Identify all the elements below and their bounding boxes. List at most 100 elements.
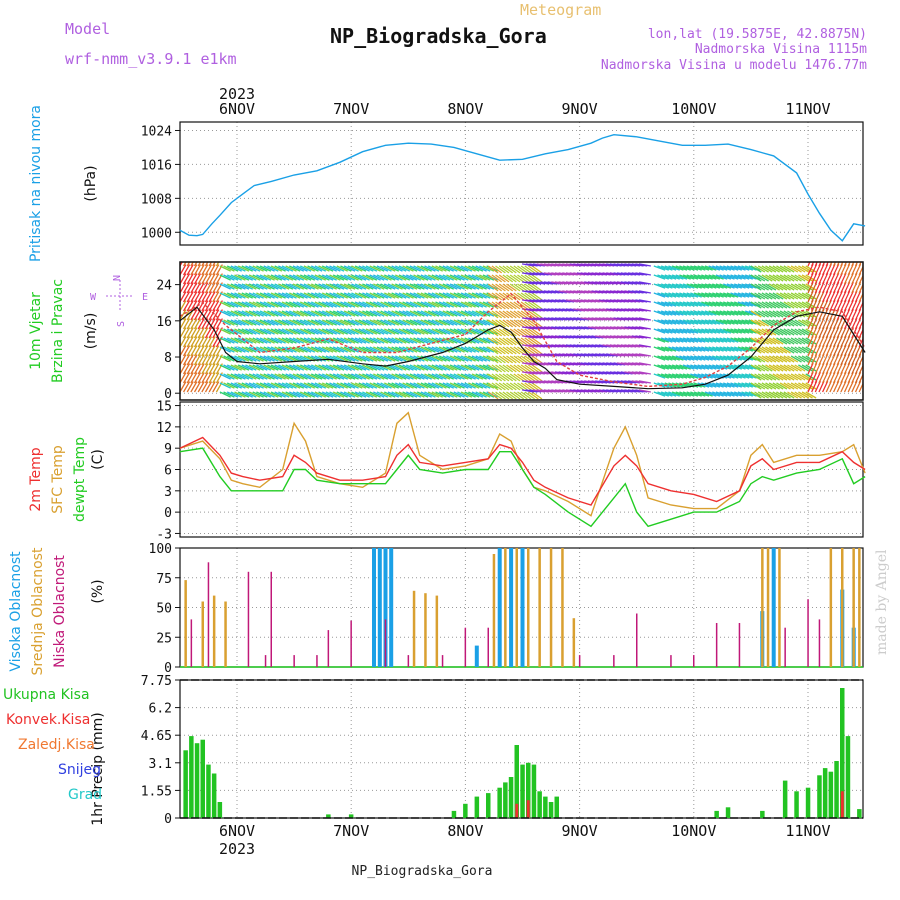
wind-barb [719,292,732,298]
wind-barb [787,337,799,345]
wind-barb [741,391,754,397]
wind-barb [230,274,242,281]
wind-barb [278,355,290,362]
total-precip-bar [474,796,480,818]
wind-barb [318,301,330,308]
wind-barb [487,337,499,346]
wind-barb [442,328,454,335]
wind-barb [498,373,510,382]
wind-barb [303,274,316,281]
wind-barb [307,346,319,353]
wind-barb [384,319,396,326]
wind-barb [226,310,239,317]
wind-barb [719,355,732,361]
wind-barb [690,364,702,370]
wind-barb [351,328,363,335]
wind-barb [704,265,717,271]
wind-barb [446,265,458,272]
wind-barb [321,265,334,272]
wind-barb [289,319,301,326]
wind-barb [263,301,275,308]
wind-barb [208,336,216,348]
wind-barb [825,262,829,267]
wind-barb [362,274,374,281]
wind-barb [675,283,688,289]
wind-barb [391,328,403,335]
wind-barb [741,373,754,379]
wind-barb [190,381,198,393]
wind-barb [509,391,521,400]
wind-barb [278,283,290,290]
wind-barb [660,355,673,361]
wind-barb [340,391,352,398]
wind-barb [858,274,863,285]
wind-barb [409,301,422,308]
wind-barb [376,274,389,281]
wind-barb [449,301,462,308]
wind-barb [531,265,543,274]
wind-barb [237,355,250,362]
wind-barb [420,346,432,353]
wind-barb [653,373,666,379]
wind-barb [212,372,220,384]
wind-barb [520,283,532,292]
mid-cloud-bar [224,601,227,667]
wind-barb [701,391,713,397]
wind-barb [754,364,766,372]
wind-barb [471,301,484,308]
wind-barb [528,274,539,283]
wind-barb [754,274,766,282]
wind-barb [197,363,205,375]
wind-barb [457,364,469,371]
wind-barb [398,283,411,290]
wind-barb [449,283,462,290]
wind-barb [513,301,525,310]
wind-barb [416,364,429,371]
wind-barb [307,319,319,326]
wind-barb [274,382,286,389]
wind-barb [241,355,253,362]
station-title: NP_Biogradska_Gora [330,24,547,48]
wind-barb [701,373,713,379]
wind-barb [263,337,275,344]
wind-barb [193,354,202,366]
wind-barb [303,373,316,380]
wind-barb [259,310,272,317]
wind-barb [858,283,863,294]
wind-barb [708,346,721,352]
wind-barb [638,317,651,321]
wind-barb [358,382,370,389]
x-tick-label-top: 6NOV [219,100,255,118]
wind-barb [704,328,717,334]
low-cloud-bar [487,627,489,667]
wind-barb [664,328,677,334]
wind-barb [241,283,253,290]
wind-barb [212,381,220,393]
wind-barb [241,310,253,317]
wind-barb [768,355,780,363]
wind-barb [405,274,418,281]
wind-barb [858,310,863,321]
wind-barb [270,391,283,398]
wind-barb [362,265,374,272]
wind-barb [314,301,327,308]
wind-barb [491,382,503,391]
wind-barb [682,373,695,379]
wind-barb [314,355,327,362]
wind-barb [354,346,367,353]
wind-barb [506,364,517,373]
wind-barb [719,301,732,307]
wind-barb [464,283,476,290]
wind-barb [219,337,231,344]
wind-barb [234,346,246,353]
wind-barb [697,301,710,307]
total-precip-bar [526,762,531,818]
wind-barb [668,391,680,397]
high-cloud-bar [383,548,388,667]
wind-barb [321,373,334,380]
wind-barb [285,283,297,290]
wind-barb [180,262,183,267]
wind-barb [362,292,374,299]
wind-barb [248,355,261,362]
wind-barb [790,301,802,309]
